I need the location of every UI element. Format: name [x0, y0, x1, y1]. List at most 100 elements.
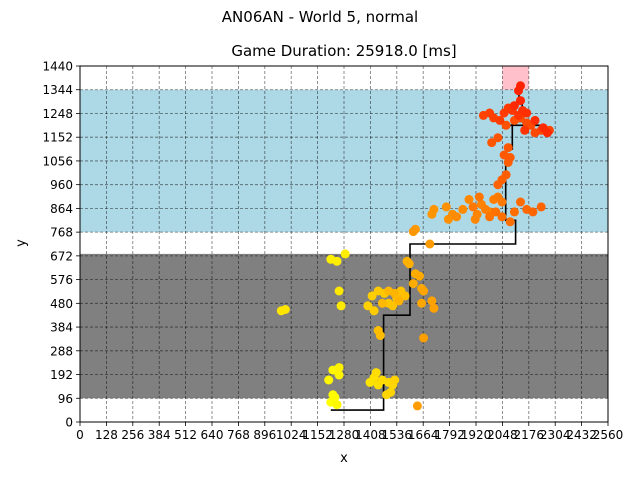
x-tick-label: 1152 [302, 428, 333, 442]
x-tick-label: 896 [253, 428, 276, 442]
x-tick-label: 1792 [434, 428, 465, 442]
trajectory-point [363, 301, 373, 311]
trajectory-point [474, 192, 484, 202]
x-tick-label: 1280 [329, 428, 360, 442]
x-tick-label: 768 [227, 428, 250, 442]
y-axis-ticks: 0 96 192 288 384 480 576 672 768 864 960 1056 1152 12… [42, 60, 80, 430]
trajectory-point [412, 401, 422, 411]
x-tick-label: 640 [201, 428, 224, 442]
trajectory-point [408, 279, 418, 289]
y-tick-label: 1152 [42, 131, 73, 145]
trajectory-point [542, 128, 552, 138]
trajectory-point [375, 331, 385, 340]
trajectory-point [497, 212, 507, 222]
trajectory-point [509, 101, 519, 111]
chart-suptitle: AN06AN - World 5, normal [222, 8, 418, 26]
trajectory-point [516, 197, 525, 207]
trajectory-point [388, 301, 398, 311]
x-tick-label: 128 [95, 428, 118, 442]
x-tick-label: 1408 [355, 428, 386, 442]
y-tick-label: 480 [50, 297, 73, 311]
trajectory-point [427, 296, 437, 306]
trajectory-point [516, 81, 525, 91]
trajectory-point [503, 143, 513, 153]
trajectory-point [419, 286, 429, 296]
trajectory-point [493, 133, 503, 143]
x-axis-ticks: 0 128 256 384 512 640 768 896 102411521280140815… [76, 422, 623, 442]
trajectory-point [367, 291, 377, 301]
y-tick-label: 672 [50, 249, 73, 263]
trajectory-point [334, 286, 344, 296]
trajectory-point [536, 202, 546, 212]
trajectory-point [530, 115, 540, 125]
y-tick-label: 192 [50, 368, 73, 382]
x-tick-label: 2048 [487, 428, 518, 442]
x-tick-label: 256 [121, 428, 144, 442]
x-tick-label: 1664 [408, 428, 439, 442]
trajectory-point [336, 301, 346, 311]
trajectory-point [505, 217, 515, 227]
trajectory-point [429, 204, 439, 214]
trajectory-point [415, 271, 424, 281]
x-axis-label: x [340, 451, 348, 466]
y-tick-label: 0 [65, 416, 73, 430]
trajectory-point [491, 207, 501, 217]
x-tick-label: 0 [76, 428, 84, 442]
y-axis-label: y [14, 239, 29, 247]
trajectory-point [390, 375, 400, 385]
x-tick-label: 384 [148, 428, 171, 442]
trajectory-point [452, 212, 462, 222]
trajectory-point [425, 239, 435, 249]
trajectory-point [472, 209, 482, 219]
chart-title: Game Duration: 25918.0 [ms] [231, 42, 456, 60]
trajectory-point [371, 368, 381, 378]
trajectory-point [382, 390, 391, 400]
y-tick-label: 960 [50, 178, 73, 192]
x-tick-label: 1024 [276, 428, 307, 442]
trajectory-point [417, 298, 427, 308]
trajectory-point [390, 288, 400, 298]
trajectory-point [330, 392, 340, 402]
trajectory-point [516, 96, 525, 106]
trajectory-point [377, 298, 387, 308]
trajectory-point [280, 305, 290, 314]
trajectory-point [497, 197, 507, 207]
trajectory-point [501, 170, 511, 180]
trajectory-point [458, 204, 468, 214]
trajectory-point [468, 202, 478, 212]
y-tick-label: 384 [50, 321, 73, 335]
trajectory-point [485, 212, 495, 222]
trajectory-points [276, 81, 554, 411]
trajectory-point [487, 138, 497, 148]
x-tick-label: 1920 [461, 428, 492, 442]
trajectory-point [332, 400, 342, 410]
x-tick-label: 1536 [382, 428, 413, 442]
trajectory-point [404, 259, 414, 269]
trajectory-point [441, 202, 451, 212]
y-tick-label: 576 [50, 273, 73, 287]
trajectory-point [509, 207, 519, 217]
trajectory-point [528, 207, 538, 217]
x-tick-label: 2176 [514, 428, 545, 442]
y-tick-label: 1344 [42, 83, 73, 97]
y-tick-label: 864 [50, 202, 73, 216]
trajectory-point [400, 291, 410, 301]
y-tick-label: 288 [50, 344, 73, 358]
y-tick-label: 768 [50, 226, 73, 240]
trajectory-point [394, 296, 404, 306]
trajectory-point [334, 370, 344, 380]
trajectory-point [429, 303, 439, 313]
trajectory-point [464, 195, 474, 204]
y-tick-label: 1056 [42, 154, 73, 168]
trajectory-point [340, 249, 350, 259]
trajectory-point [520, 125, 530, 135]
x-tick-label: 512 [174, 428, 197, 442]
x-tick-label: 2560 [593, 428, 624, 442]
trajectory-point [408, 227, 418, 237]
trajectory-point [369, 306, 379, 316]
trajectory-point [499, 150, 509, 160]
trajectory-point [501, 120, 511, 130]
trajectory-point [324, 375, 334, 385]
x-tick-label: 2432 [566, 428, 597, 442]
